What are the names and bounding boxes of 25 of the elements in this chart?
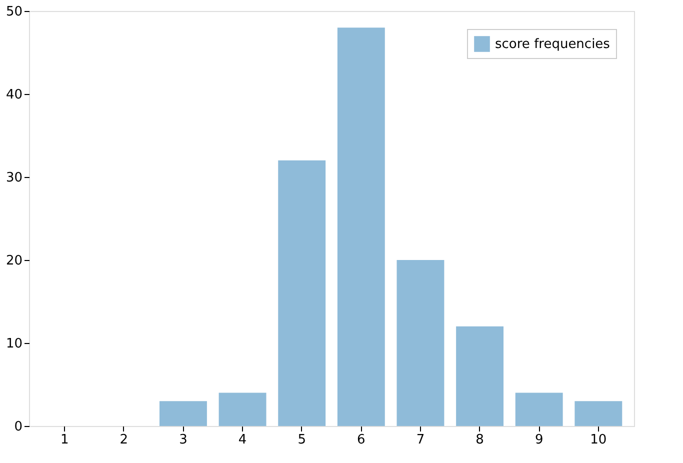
y-tick-label: 50 [6, 4, 22, 20]
x-tick-label: 4 [238, 432, 247, 448]
x-tick-label: 3 [179, 432, 188, 448]
x-tick-label: 2 [120, 432, 128, 448]
bar [456, 326, 504, 426]
x-tick-label: 6 [357, 432, 366, 448]
x-tick-label: 1 [60, 432, 69, 448]
x-tick-label: 9 [534, 432, 544, 448]
x-tick-label: 10 [590, 432, 607, 448]
y-tick-label: 30 [6, 170, 22, 186]
bar [278, 160, 326, 426]
y-tick-label: 10 [6, 336, 22, 352]
y-tick-label: 0 [14, 420, 22, 434]
x-tick-label: 5 [298, 432, 306, 448]
bar [515, 392, 563, 426]
bar [218, 392, 266, 426]
y-tick-label: 40 [6, 88, 22, 102]
x-tick-label: 7 [416, 432, 425, 448]
bar [574, 401, 622, 426]
x-tick-label: 8 [476, 432, 484, 448]
bar [159, 401, 207, 426]
bar [337, 28, 385, 426]
bar [396, 260, 444, 426]
y-tick-label: 20 [6, 254, 22, 268]
legend-label: score frequencies [495, 37, 610, 52]
